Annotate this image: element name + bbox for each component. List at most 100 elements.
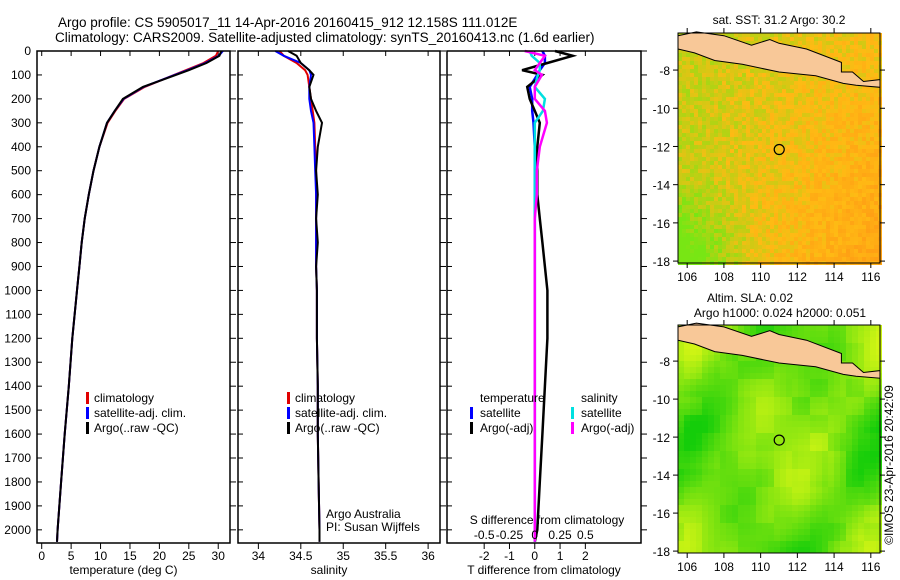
map-cell (734, 125, 738, 129)
map-cell (786, 189, 790, 193)
map-cell (804, 481, 810, 487)
map-cell (862, 209, 866, 213)
map-cell (698, 213, 702, 217)
map-cell (768, 535, 774, 541)
lon-tick-label: 114 (825, 560, 844, 574)
map-cell (726, 325, 732, 331)
map-cell (698, 145, 702, 149)
map-cell (874, 101, 878, 105)
map-cell (710, 201, 714, 205)
map-cell (742, 181, 746, 185)
map-cell (816, 535, 822, 541)
map-cell (870, 487, 876, 493)
map-cell (762, 397, 768, 403)
map-cell (828, 469, 834, 475)
map-cell (762, 403, 768, 409)
map-cell (778, 197, 782, 201)
map-cell (846, 427, 852, 433)
map-cell (814, 193, 818, 197)
map-cell (822, 475, 828, 481)
map-cell (678, 439, 684, 445)
map-cell (684, 469, 690, 475)
map-cell (768, 421, 774, 427)
map-cell (770, 109, 774, 113)
map-cell (858, 547, 864, 553)
map-cell (766, 129, 770, 133)
map-cell (708, 511, 714, 517)
map-cell (810, 169, 814, 173)
map-cell (838, 173, 842, 177)
map-cell (684, 523, 690, 529)
lat-tick-label: -12 (653, 431, 671, 445)
map-cell (798, 153, 802, 157)
map-cell (678, 189, 682, 193)
map-cell (722, 149, 726, 153)
map-cell (846, 487, 852, 493)
map-cell (794, 197, 798, 201)
map-cell (766, 137, 770, 141)
map-cell (718, 161, 722, 165)
map-cell (802, 85, 806, 89)
map-cell (852, 355, 858, 361)
map-cell (774, 517, 780, 523)
map-cell (842, 229, 846, 233)
map-cell (838, 165, 842, 169)
map-cell (840, 355, 846, 361)
map-cell (826, 201, 830, 205)
map-cell (690, 451, 696, 457)
s-axis-label: S difference from climatology (470, 513, 625, 527)
map-cell (786, 205, 790, 209)
map-cell (678, 221, 682, 225)
map-cell (742, 97, 746, 101)
map-cell (802, 229, 806, 233)
map-cell (780, 469, 786, 475)
map-cell (750, 451, 756, 457)
map-cell (858, 415, 864, 421)
map-cell (830, 161, 834, 165)
map-cell (810, 109, 814, 113)
map-cell (854, 169, 858, 173)
map-cell (726, 229, 730, 233)
map-cell (742, 225, 746, 229)
map-cell (816, 541, 822, 547)
map-cell (834, 53, 838, 57)
map-cell (866, 73, 870, 77)
map-cell (774, 77, 778, 81)
map-cell (744, 487, 750, 493)
map-cell (782, 97, 786, 101)
map-cell (734, 149, 738, 153)
map-cell (858, 129, 862, 133)
map-cell (690, 149, 694, 153)
map-cell (678, 169, 682, 173)
map-cell (858, 349, 864, 355)
map-cell (866, 213, 870, 217)
map-cell (780, 325, 786, 331)
lat-tick-label: -12 (653, 140, 671, 154)
map-cell (682, 205, 686, 209)
map-cell (834, 249, 838, 253)
map-cell (790, 137, 794, 141)
map-cell (726, 129, 730, 133)
map-cell (694, 257, 698, 261)
map-cell (858, 325, 864, 331)
map-cell (798, 325, 804, 331)
map-cell (814, 161, 818, 165)
map-cell (810, 457, 816, 463)
map-cell (758, 213, 762, 217)
map-cell (864, 523, 870, 529)
map-cell (834, 379, 840, 385)
map-cell (762, 541, 768, 547)
map-cell (866, 97, 870, 101)
map-cell (730, 185, 734, 189)
map-cell (822, 391, 828, 397)
map-cell (698, 97, 702, 101)
map-cell (768, 367, 774, 373)
map-cell (852, 493, 858, 499)
map-cell (720, 415, 726, 421)
map-cell (708, 493, 714, 499)
map-cell (838, 129, 842, 133)
map-cell (696, 355, 702, 361)
map-cell (730, 257, 734, 261)
map-cell (714, 403, 720, 409)
map-cell (746, 121, 750, 125)
